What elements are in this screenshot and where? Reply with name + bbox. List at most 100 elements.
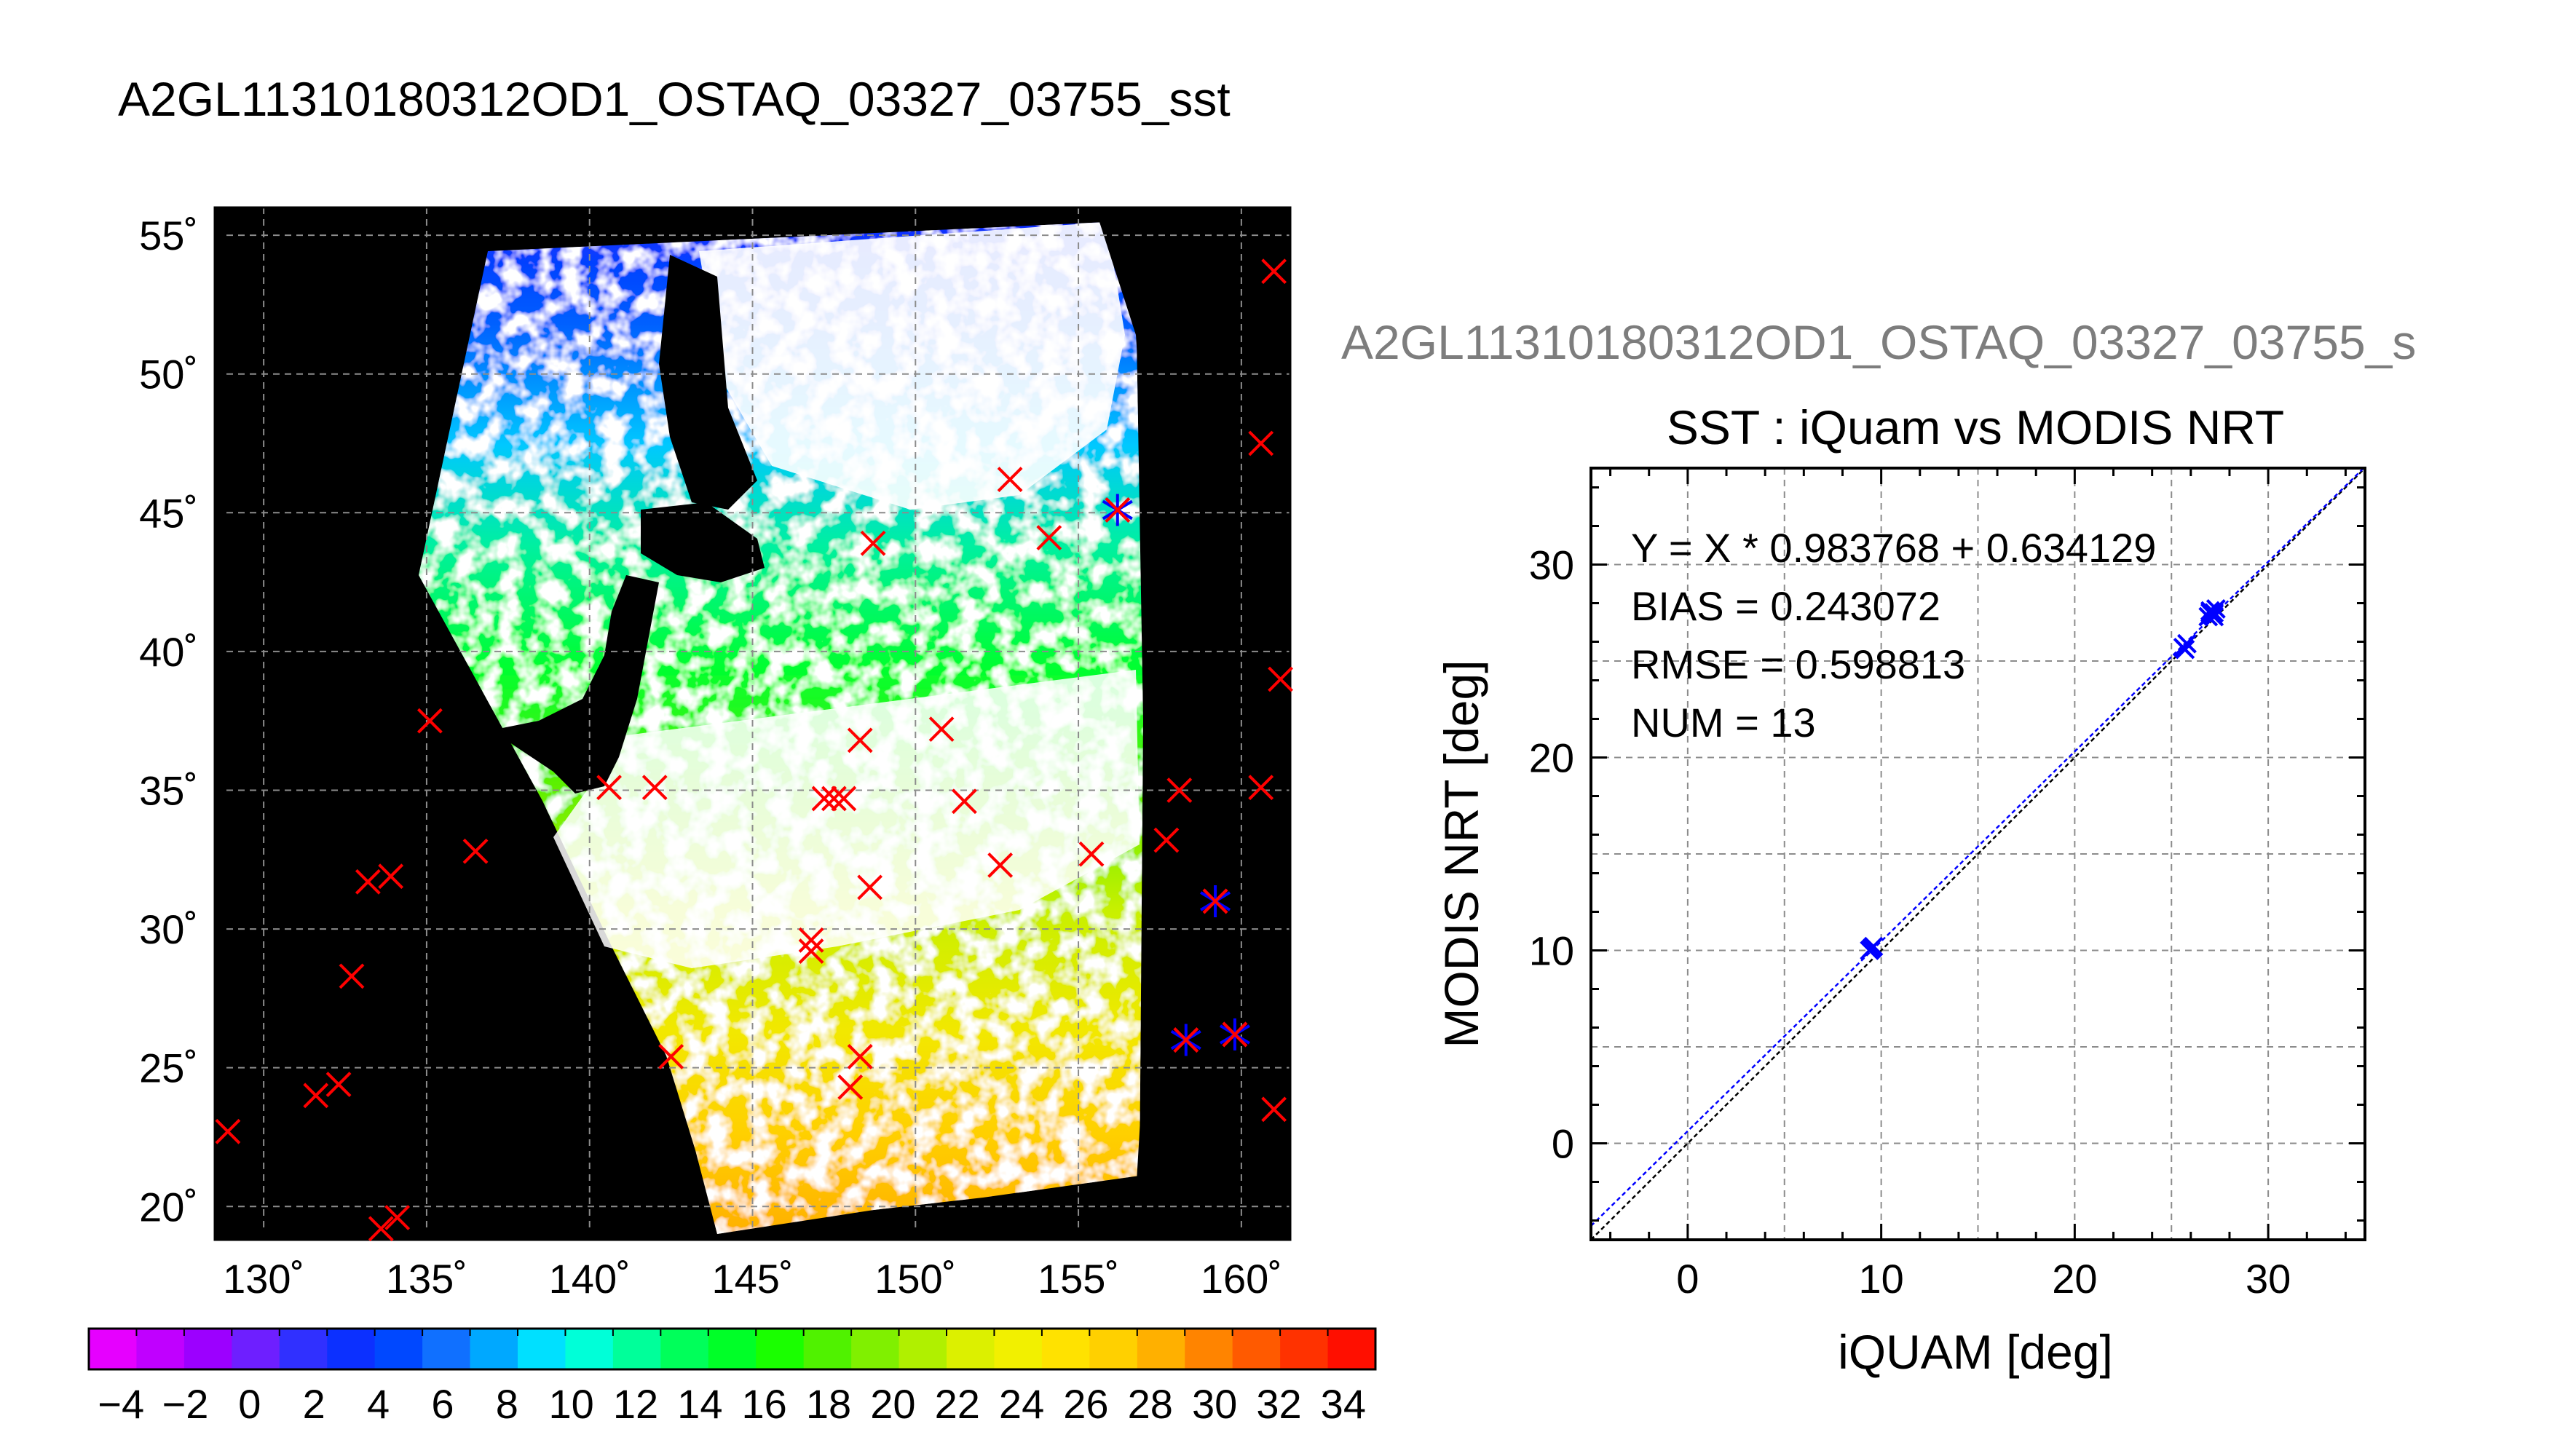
x-tick-label: 0 (1676, 1256, 1699, 1302)
identity-line (1590, 467, 2366, 1241)
colorbar-cell (708, 1329, 757, 1369)
buoy-marker (857, 874, 883, 901)
lat-tick-label: 50˚ (139, 352, 198, 397)
colorbar-cell (803, 1329, 852, 1369)
colorbar-tick-label: 30 (1192, 1381, 1237, 1427)
buoy-marker (1261, 258, 1287, 285)
x-tick-label: 20 (2052, 1256, 2097, 1302)
colorbar-tick-label: 8 (496, 1381, 518, 1427)
fit-annotation: BIAS = 0.243072 (1631, 583, 1940, 629)
colorbar-cell (422, 1329, 471, 1369)
y-tick-label: 10 (1529, 928, 1574, 974)
colorbar-frame (87, 1327, 1377, 1371)
lat-tick-label: 20˚ (139, 1184, 198, 1230)
buoy-marker (847, 727, 873, 753)
land-sakhalin (659, 255, 757, 510)
buoy-marker (1248, 775, 1274, 801)
colorbar-tick-label: 20 (870, 1381, 915, 1427)
buoy-marker (1248, 430, 1274, 456)
lat-tick-label: 25˚ (139, 1045, 198, 1091)
fit-annotation: RMSE = 0.598813 (1631, 641, 1965, 687)
scatter-point (1863, 936, 1884, 957)
match-marker (1219, 1018, 1250, 1051)
buoy-marker (987, 852, 1014, 878)
buoy-marker (339, 963, 365, 989)
y-tick-label: 30 (1529, 542, 1574, 588)
lon-tick-label: 135˚ (386, 1256, 467, 1302)
fit-annotation: Y = X * 0.983768 + 0.634129 (1631, 525, 2156, 571)
longitude-ticks: 130˚ 135˚ 140˚ 145˚ 150˚ 155˚ 160˚ (223, 1230, 1282, 1302)
colorbar-cell (1041, 1329, 1090, 1369)
y-axis-label: MODIS NRT [deg] (1434, 660, 1488, 1048)
fit-annotation: NUM = 13 (1631, 700, 1816, 745)
lon-tick-label: 130˚ (223, 1256, 304, 1302)
land-hokkaido (641, 502, 765, 582)
buoy-marker (215, 1118, 241, 1144)
lon-tick-label: 155˚ (1038, 1256, 1119, 1302)
colorbar-tick-label: 34 (1321, 1381, 1366, 1427)
scatter-point (2177, 633, 2197, 654)
y-tick-label: 20 (1529, 735, 1574, 781)
lat-tick-label: 35˚ (139, 767, 198, 813)
lon-tick-label: 150˚ (874, 1256, 956, 1302)
colorbar-cell (470, 1329, 518, 1369)
match-marker (1102, 494, 1133, 526)
sst-map: 130˚ 135˚ 140˚ 145˚ 150˚ 155˚ 160˚ 55˚ 50˚ 45˚ 40… (139, 206, 1293, 1302)
colorbar-cell (1280, 1329, 1329, 1369)
colorbar-tick-label: 14 (677, 1381, 722, 1427)
buoy-marker (1166, 778, 1193, 803)
buoy-marker (641, 775, 668, 801)
colorbar-cell (1137, 1329, 1185, 1369)
buoy-marker (952, 788, 977, 815)
colorbar-cell (279, 1329, 328, 1369)
buoy-marker (1268, 666, 1293, 692)
colorbar-cell (660, 1329, 709, 1369)
colorbar-tick-label: −4 (98, 1381, 144, 1427)
buoy-marker (1078, 841, 1105, 867)
lat-tick-label: 40˚ (139, 629, 198, 675)
colorbar-tick-label: 16 (742, 1381, 787, 1427)
buoy-marker (928, 716, 955, 743)
buoy-marker (384, 1205, 411, 1230)
buoy-marker (821, 786, 847, 812)
buoy-marker (798, 938, 824, 964)
colorbar-cell (1185, 1329, 1233, 1369)
figure-title: A2GL11310180312OD1_OSTAQ_03327_03755_sst (118, 72, 1231, 126)
buoy-marker (1153, 827, 1180, 853)
map-grid (215, 207, 1290, 1240)
colorbar-cell (89, 1329, 138, 1369)
scatter-point (2175, 639, 2195, 660)
match-marker-red (1222, 1021, 1248, 1048)
colorbar-cell (1232, 1329, 1281, 1369)
buoy-marker (368, 1216, 394, 1242)
buoy-marker (596, 775, 622, 801)
match-marker-red (1105, 497, 1131, 523)
scatter-grid (1591, 468, 2365, 1240)
colorbar-cell (183, 1329, 232, 1369)
buoy-marker (325, 1072, 352, 1097)
x-axis-label: iQUAM [deg] (1838, 1325, 2113, 1379)
x-tick-label: 10 (1858, 1256, 1903, 1302)
colorbar-cell (232, 1329, 280, 1369)
colorbar-cell (994, 1329, 1043, 1369)
scatter-point (2204, 603, 2224, 623)
colorbar-tick-label: 22 (935, 1381, 980, 1427)
regression-line (1590, 466, 2366, 1227)
colorbar-cell (756, 1329, 805, 1369)
colorbar-cell (1327, 1329, 1376, 1369)
scatter-ticks: 0 10 20 30 0 10 20 30 (1529, 468, 2365, 1302)
colorbar-cell (327, 1329, 376, 1369)
colorbar-cell (565, 1329, 614, 1369)
scatter-file-title: A2GL11310180312OD1_OSTAQ_03327_03755_s (1341, 315, 2417, 369)
buoy-marker (1036, 525, 1062, 551)
scatter-title: SST : iQuam vs MODIS NRT (1667, 400, 2284, 454)
colorbar-tick-label: 10 (548, 1381, 593, 1427)
buoy-marker (303, 1083, 329, 1109)
scatter-frame (1590, 467, 2366, 1241)
colorbar-tick-label: 24 (999, 1381, 1044, 1427)
sst-colorbar: −4 −2 0 2 4 6 8 10 12 14 16 18 20 22 24 26 28 30 32 34 (87, 1327, 1377, 1427)
buoy-marker (416, 708, 443, 734)
colorbar-cell (947, 1329, 995, 1369)
colorbar-tick-label: 28 (1128, 1381, 1173, 1427)
